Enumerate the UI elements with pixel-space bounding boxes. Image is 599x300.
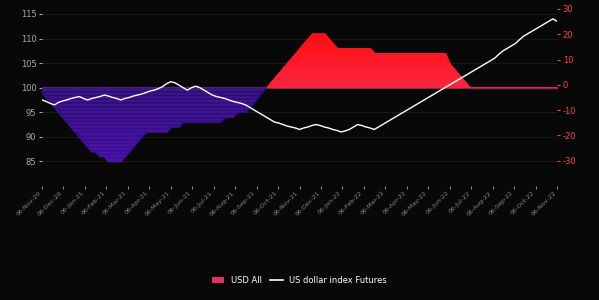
Legend: USD All, US dollar index Futures: USD All, US dollar index Futures <box>208 272 391 288</box>
